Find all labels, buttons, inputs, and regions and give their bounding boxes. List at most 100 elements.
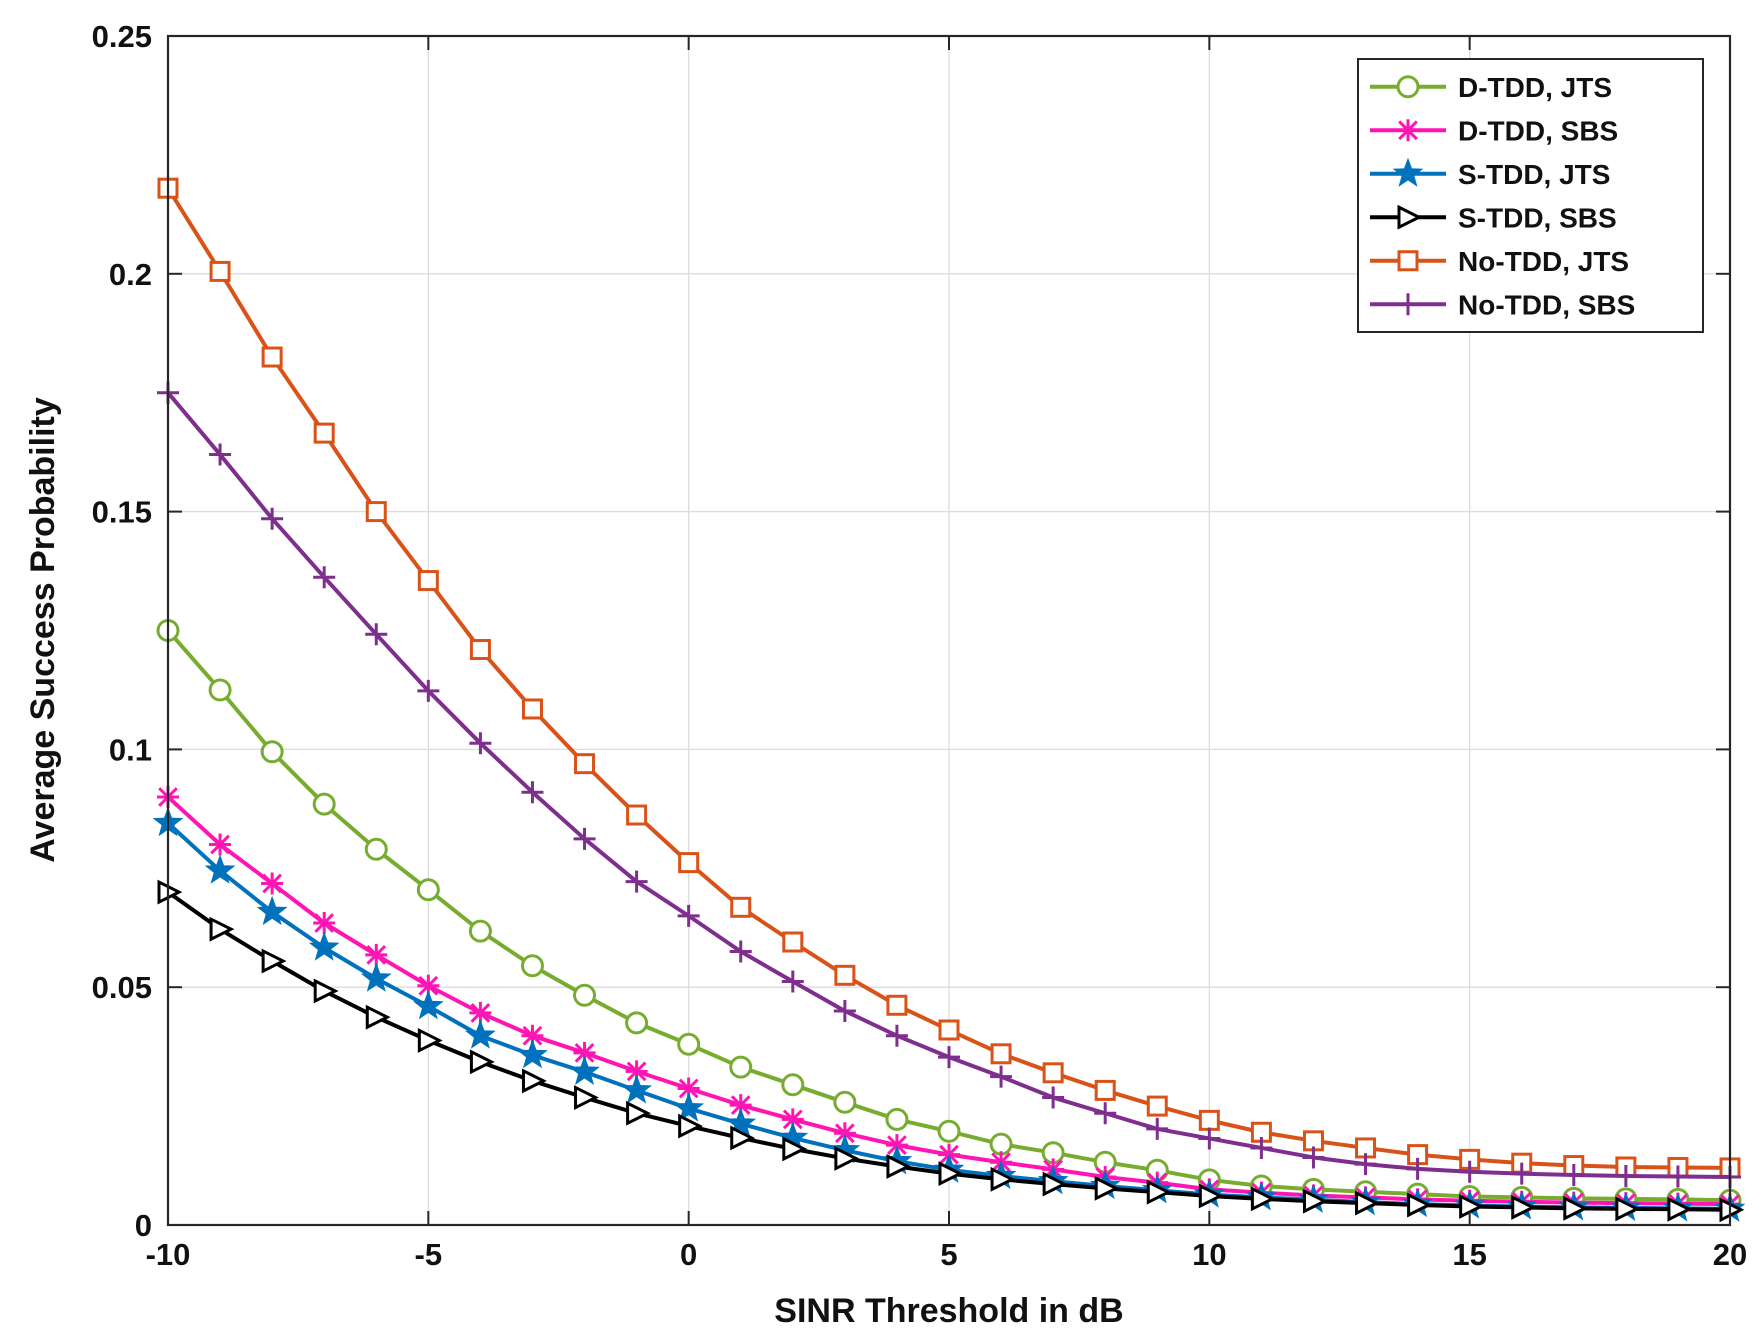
triangle-marker-shape (886, 1154, 912, 1179)
y-tick-label: 0.15 (92, 495, 152, 530)
asterisk-marker-shape (573, 1041, 596, 1064)
legend-marker-d-tdd-sbs (1397, 119, 1419, 142)
data-point-s-tdd-sbs (417, 1028, 443, 1053)
data-point-s-tdd-sbs (521, 1068, 547, 1094)
plus-marker-shape (990, 1065, 1013, 1088)
plus-marker-shape (313, 566, 336, 589)
legend-entry-d-tdd-jts: D-TDD, JTS (1370, 72, 1612, 103)
triangle-marker-shape (1615, 1196, 1641, 1222)
data-point-s-tdd-sbs (1615, 1196, 1641, 1222)
series-no-tdd-sbs (157, 381, 1741, 1188)
square-marker-shape (938, 1019, 960, 1041)
plus-marker-shape (365, 623, 388, 646)
x-tick-label: -10 (146, 1237, 191, 1272)
data-point-no-tdd-jts (469, 639, 491, 661)
data-point-s-tdd-sbs (1042, 1171, 1068, 1197)
legend: D-TDD, JTS D-TDD, SBS S-TDD, JTS S-TDD, SBS… (1357, 58, 1704, 333)
triangle-marker-shape (834, 1145, 860, 1171)
data-point-d-tdd-jts (885, 1107, 909, 1131)
data-point-s-tdd-jts (517, 1039, 548, 1069)
asterisk-marker-shape (729, 1094, 752, 1117)
data-point-s-tdd-sbs (678, 1113, 704, 1139)
data-point-no-tdd-sbs (209, 443, 232, 466)
legend-box (1357, 58, 1704, 333)
plus-marker-shape (1562, 1164, 1585, 1187)
circle-marker-shape (989, 1132, 1013, 1156)
x-tick-label: 15 (1452, 1237, 1486, 1272)
square-marker-shape (261, 346, 283, 368)
circle-marker-shape (312, 792, 336, 816)
circle-marker-shape (468, 919, 492, 943)
data-point-no-tdd-jts (886, 994, 908, 1016)
star-marker-shape (517, 1039, 548, 1069)
data-point-no-tdd-sbs (625, 870, 648, 893)
triangle-marker-shape (1146, 1179, 1172, 1205)
data-point-d-tdd-sbs (677, 1077, 700, 1100)
legend-marker-no-tdd-jts (1397, 250, 1419, 272)
y-tick-label: 0 (135, 1208, 152, 1243)
plus-marker-shape (1094, 1102, 1117, 1125)
data-point-no-tdd-sbs (1666, 1165, 1689, 1188)
star-marker-shape (725, 1107, 757, 1137)
triangle-marker-shape (417, 1028, 443, 1053)
triangle-marker-shape (938, 1161, 964, 1187)
legend-entry-s-tdd-sbs: S-TDD, SBS (1370, 202, 1617, 233)
data-point-d-tdd-jts (573, 983, 597, 1007)
star-marker-shape (204, 854, 236, 884)
plus-marker-shape (1354, 1153, 1377, 1176)
plus-marker-shape (1146, 1117, 1169, 1140)
square-marker-shape (417, 570, 439, 592)
square-marker-shape (574, 753, 596, 775)
y-tick-label: 0.05 (92, 970, 152, 1005)
triangle-marker-shape (521, 1068, 547, 1094)
triangle-marker-shape (1563, 1195, 1589, 1221)
data-point-no-tdd-sbs (313, 566, 336, 589)
plus-marker-shape (209, 443, 232, 466)
plus-marker-shape (781, 970, 804, 993)
data-point-s-tdd-sbs (1407, 1192, 1432, 1218)
data-point-no-tdd-jts (313, 422, 335, 444)
data-point-no-tdd-jts (834, 964, 856, 986)
plus-marker-shape (677, 904, 700, 927)
data-point-s-tdd-sbs (1563, 1195, 1589, 1221)
circle-marker-shape (416, 878, 440, 902)
triangle-marker-shape (1459, 1194, 1485, 1219)
data-point-d-tdd-jts (729, 1055, 753, 1079)
data-point-no-tdd-jts (574, 753, 596, 775)
data-point-d-tdd-jts (364, 837, 388, 861)
data-point-no-tdd-sbs (1510, 1162, 1533, 1185)
data-point-no-tdd-sbs (365, 623, 388, 646)
data-point-no-tdd-sbs (1042, 1086, 1065, 1109)
data-point-no-tdd-sbs (938, 1046, 960, 1069)
data-point-s-tdd-jts (673, 1092, 705, 1122)
asterisk-marker-shape (677, 1077, 700, 1100)
triangle-marker-shape (678, 1113, 704, 1139)
legend-marker-s-tdd-sbs (1397, 204, 1423, 230)
asterisk-marker-shape (833, 1122, 856, 1145)
data-point-d-tdd-sbs (365, 943, 388, 966)
circle-marker-shape (833, 1090, 857, 1114)
star-marker-shape (412, 990, 444, 1020)
data-point-d-tdd-sbs (625, 1060, 648, 1083)
legend-label-d-tdd-sbs: D-TDD, SBS (1458, 115, 1618, 146)
square-marker-shape (1042, 1062, 1064, 1084)
legend-entry-no-tdd-sbs: No-TDD, SBS (1370, 289, 1635, 320)
data-point-s-tdd-sbs (938, 1161, 964, 1187)
square-marker-shape (1146, 1095, 1168, 1117)
legend-label-no-tdd-jts: No-TDD, JTS (1458, 246, 1629, 277)
asterisk-marker-shape (209, 833, 232, 856)
square-marker-shape (730, 896, 752, 918)
triangle-marker-shape (365, 1004, 391, 1030)
triangle-marker-shape (782, 1136, 808, 1162)
circle-marker-shape (781, 1073, 805, 1097)
square-marker-shape (1094, 1079, 1116, 1101)
x-axis-title: SINR Threshold in dB (774, 1292, 1123, 1330)
data-point-no-tdd-sbs (1354, 1153, 1377, 1176)
plus-marker-shape (1510, 1162, 1533, 1185)
data-point-d-tdd-sbs (781, 1108, 804, 1131)
data-point-d-tdd-jts (520, 954, 544, 978)
data-point-s-tdd-sbs (469, 1049, 495, 1075)
data-point-d-tdd-sbs (209, 833, 232, 856)
data-point-s-tdd-sbs (1511, 1194, 1537, 1220)
